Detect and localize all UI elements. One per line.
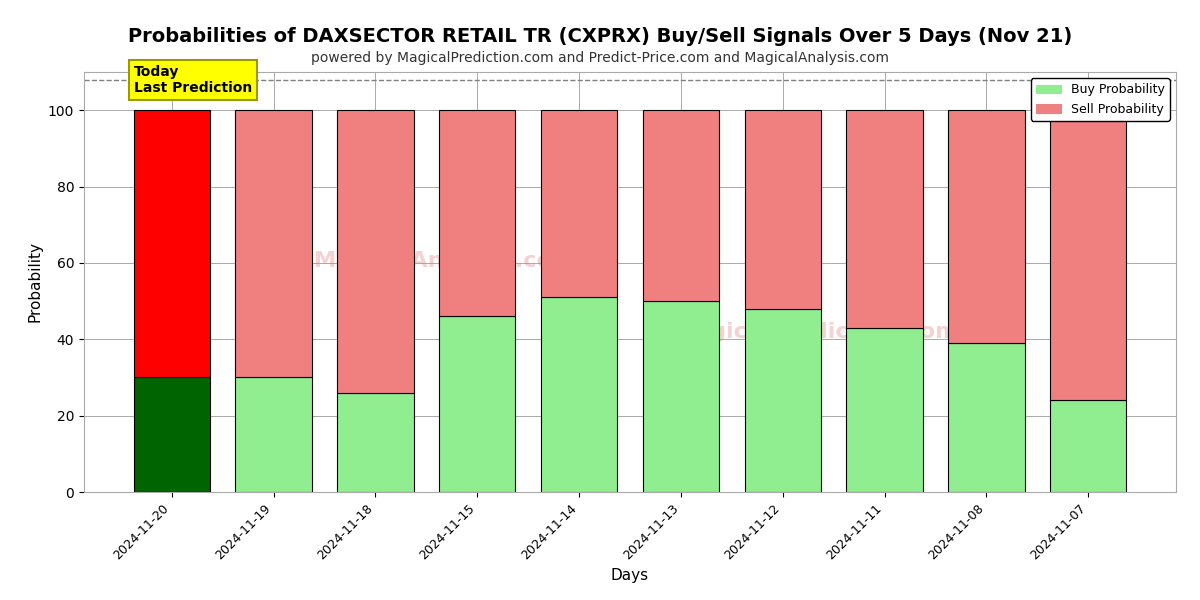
Bar: [744, 309, 821, 492]
Bar: [439, 110, 516, 316]
Bar: [948, 343, 1025, 492]
Text: powered by MagicalPrediction.com and Predict-Price.com and MagicalAnalysis.com: powered by MagicalPrediction.com and Pre…: [311, 51, 889, 65]
Y-axis label: Probability: Probability: [28, 241, 42, 323]
Bar: [744, 110, 821, 309]
Bar: [439, 316, 516, 492]
Bar: [337, 393, 414, 492]
Bar: [337, 110, 414, 393]
Bar: [235, 377, 312, 492]
Bar: [1050, 400, 1127, 492]
Bar: [643, 110, 719, 301]
Bar: [235, 110, 312, 377]
Bar: [1050, 110, 1127, 400]
Bar: [846, 110, 923, 328]
X-axis label: Days: Days: [611, 568, 649, 583]
Bar: [541, 110, 617, 297]
Bar: [541, 297, 617, 492]
Bar: [948, 110, 1025, 343]
Text: Probabilities of DAXSECTOR RETAIL TR (CXPRX) Buy/Sell Signals Over 5 Days (Nov 2: Probabilities of DAXSECTOR RETAIL TR (CX…: [128, 27, 1072, 46]
Bar: [643, 301, 719, 492]
Bar: [846, 328, 923, 492]
Text: MagicalAnalysis.com: MagicalAnalysis.com: [313, 251, 575, 271]
Legend: Buy Probability, Sell Probability: Buy Probability, Sell Probability: [1031, 78, 1170, 121]
Text: MagicalPrediction.com: MagicalPrediction.com: [673, 322, 959, 343]
Text: Today
Last Prediction: Today Last Prediction: [134, 65, 252, 95]
Bar: [133, 377, 210, 492]
Bar: [133, 110, 210, 377]
